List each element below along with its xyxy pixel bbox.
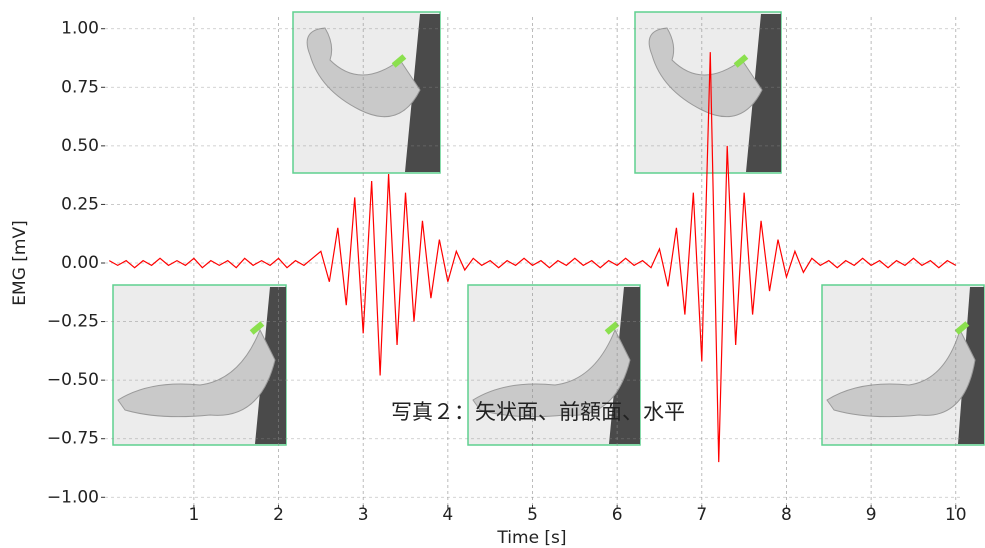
y-tick-label: 1.00 [61, 19, 99, 39]
photo [113, 285, 286, 445]
y-tick-label: 0.75 [61, 77, 99, 97]
x-axis-label: Time [s] [496, 528, 566, 548]
y-tick-label: −0.50 [47, 370, 99, 390]
y-tick-label: −0.75 [47, 429, 99, 449]
annotation: 写真２：矢状面、前額面、水平 [391, 400, 685, 424]
y-axis-label: EMG [mV] [10, 220, 30, 305]
y-tick-label: −1.00 [47, 487, 99, 507]
photo [822, 285, 984, 445]
chart: 写真２：矢状面、前額面、水平 Time [s] EMG [mV] 1.00 0.7… [0, 0, 985, 548]
photo [293, 12, 440, 173]
y-tick-label: 0.00 [61, 253, 99, 273]
y-tick-label: 0.25 [61, 194, 99, 214]
y-tick-label: −0.25 [47, 312, 99, 332]
y-tick-label: 0.50 [61, 136, 99, 156]
